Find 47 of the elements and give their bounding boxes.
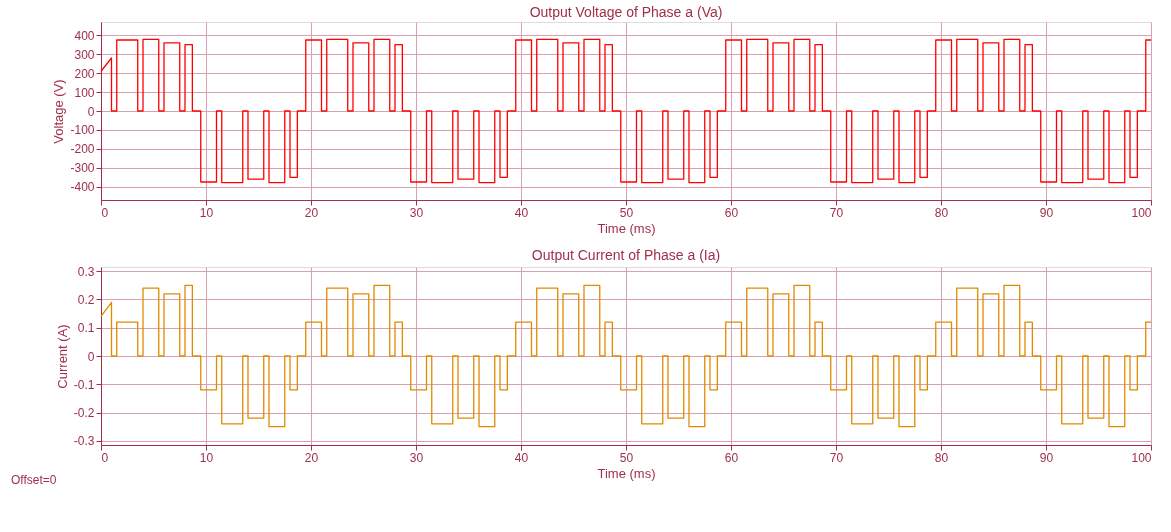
x-tick-label: 90 [1039,205,1054,220]
x-tick-label: 30 [409,450,424,465]
y-tick-label: 0 [87,104,95,119]
x-tick-label: 20 [304,450,319,465]
x-tick-label: 70 [829,450,844,465]
x-tick-label: 80 [934,450,949,465]
y-tick-label: 0.2 [77,292,95,307]
chart-title: Output Current of Phase a (Ia) [531,247,721,264]
y-tick-label: -0.2 [73,406,95,421]
y-axis-title: Current (A) [54,324,70,389]
y-tick-label: 0 [87,349,95,364]
y-tick-label: 100 [74,85,95,100]
chart-title: Output Voltage of Phase a (Va) [529,4,723,20]
x-tick-label: 70 [829,205,844,220]
x-tick-label: 50 [619,450,634,465]
x-tick-label: 10 [199,450,214,465]
x-axis-title: Time (ms) [597,465,656,481]
x-tick-label: 40 [514,450,529,465]
x-tick-label: 40 [514,205,529,220]
y-tick-label: -0.1 [73,377,95,392]
y-tick-label: 0.3 [77,264,95,279]
y-axis-title: Voltage (V) [51,79,67,144]
x-tick-label: 10 [199,205,214,220]
y-tick-label: 0.1 [77,321,95,336]
y-tick-label: -400 [70,180,95,195]
x-tick-label: 30 [409,205,424,220]
x-tick-label: 90 [1039,450,1054,465]
x-tick-label: 80 [934,205,949,220]
line-series [100,38,1152,184]
x-tick-label: 20 [304,205,319,220]
x-tick-label: 100 [1131,205,1152,220]
y-tick-label: 200 [74,66,95,81]
x-tick-label: 60 [724,205,739,220]
y-tick-label: -200 [70,142,95,157]
y-tick-label: -100 [70,123,95,138]
x-tick-label: 0 [101,205,109,220]
y-tick-label: -0.3 [73,434,95,449]
x-tick-label: 60 [724,450,739,465]
y-tick-label: -300 [70,161,95,176]
y-tick-label: 300 [74,47,95,62]
x-tick-label: 100 [1131,450,1152,465]
x-tick-label: 0 [101,450,109,465]
y-tick-label: 400 [74,28,95,43]
line-series [100,284,1152,428]
text: Offset=0 [11,473,57,487]
x-tick-label: 50 [619,205,634,220]
x-axis-title: Time (ms) [597,220,656,236]
